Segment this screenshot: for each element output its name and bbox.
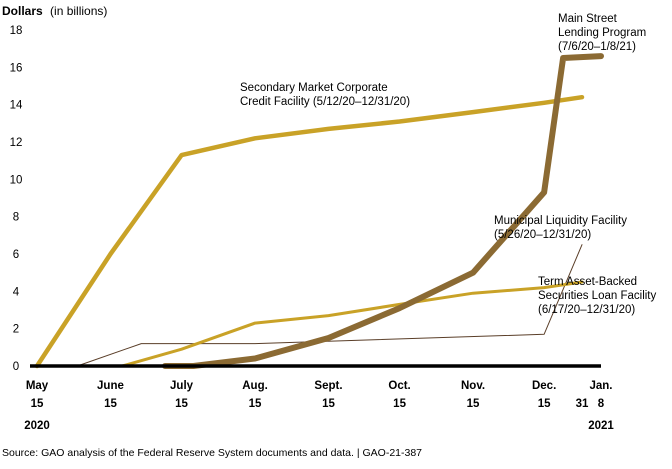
x-tick-label: Oct.: [388, 380, 410, 392]
x-tick-label: Sept.: [314, 380, 342, 392]
x-tick-label: 15: [104, 398, 117, 410]
y-tick-label: 6: [13, 249, 19, 261]
label-secondary-market-line2: Credit Facility (5/12/20–12/31/20): [240, 96, 410, 108]
label-municipal-line1: Municipal Liquidity Facility: [494, 215, 627, 227]
x-tick-label: Aug.: [242, 380, 268, 392]
label-municipal: Municipal Liquidity Facility (5/26/20–12…: [494, 215, 630, 241]
y-axis-title-rest: (in billions): [50, 4, 107, 18]
x-tick-label: 8: [598, 398, 605, 410]
x-tick-label: 31: [576, 398, 589, 410]
label-main-street: Main Street Lending Program (7/6/20–1/8/…: [558, 13, 649, 53]
y-tick-label: 4: [13, 286, 20, 298]
x-tick-label: 15: [249, 398, 262, 410]
x-tick-label: 15: [393, 398, 406, 410]
label-main-street-line3: (7/6/20–1/8/21): [558, 41, 636, 53]
y-tick-label: 2: [13, 324, 19, 336]
x-tick-label: Nov.: [461, 380, 485, 392]
y-axis-title-bold: Dollars: [2, 4, 43, 18]
x-axis-ticks: May 15 June 15 July 15 Aug. 15 Sept. 15 Oct. 15 Nov.…: [24, 380, 614, 432]
x-tick-label: Dec.: [532, 380, 556, 392]
y-tick-label: 12: [10, 137, 23, 149]
series-line: [162, 53, 604, 369]
label-main-street-line1: Main Street: [558, 13, 618, 25]
x-year-label: 2020: [24, 420, 50, 432]
y-tick-label: 14: [10, 100, 23, 112]
y-tick-label: 8: [13, 212, 19, 224]
x-tick-label: Jan.: [589, 380, 612, 392]
series-line: [120, 280, 584, 368]
x-tick-label: June: [97, 380, 124, 392]
label-secondary-market: Secondary Market Corporate Credit Facili…: [240, 82, 410, 108]
label-talf-line2: Securities Loan Facility: [538, 290, 656, 302]
x-tick-label: May: [26, 380, 49, 392]
label-main-street-line2: Lending Program: [558, 27, 646, 39]
x-year-label: 2021: [588, 420, 614, 432]
label-talf-line3: (6/17/20–12/31/20): [538, 304, 635, 316]
x-tick-label: 15: [322, 398, 335, 410]
series-line: [76, 244, 583, 367]
series-layer: [30, 53, 604, 369]
label-secondary-market-line1: Secondary Market Corporate: [240, 82, 388, 94]
label-municipal-line2: (5/26/20–12/31/20): [494, 229, 591, 241]
y-tick-label: 10: [10, 174, 23, 186]
label-talf: Term Asset-Backed Securities Loan Facili…: [538, 276, 659, 316]
label-talf-line1: Term Asset-Backed: [538, 276, 637, 288]
y-tick-label: 18: [10, 25, 23, 37]
y-tick-label: 0: [13, 361, 19, 373]
x-tick-label: 15: [467, 398, 480, 410]
x-tick-label: 15: [175, 398, 188, 410]
source-note: Source: GAO analysis of the Federal Rese…: [2, 447, 422, 459]
x-tick-label: July: [170, 380, 194, 392]
y-tick-label: 16: [10, 62, 23, 74]
x-tick-label: 15: [538, 398, 551, 410]
y-axis-ticks: 0 2 4 6 8 10 12 14 16 18: [10, 25, 23, 373]
y-axis-title: Dollars (in billions): [2, 4, 107, 18]
series-line: [34, 94, 585, 369]
x-tick-label: 15: [31, 398, 44, 410]
